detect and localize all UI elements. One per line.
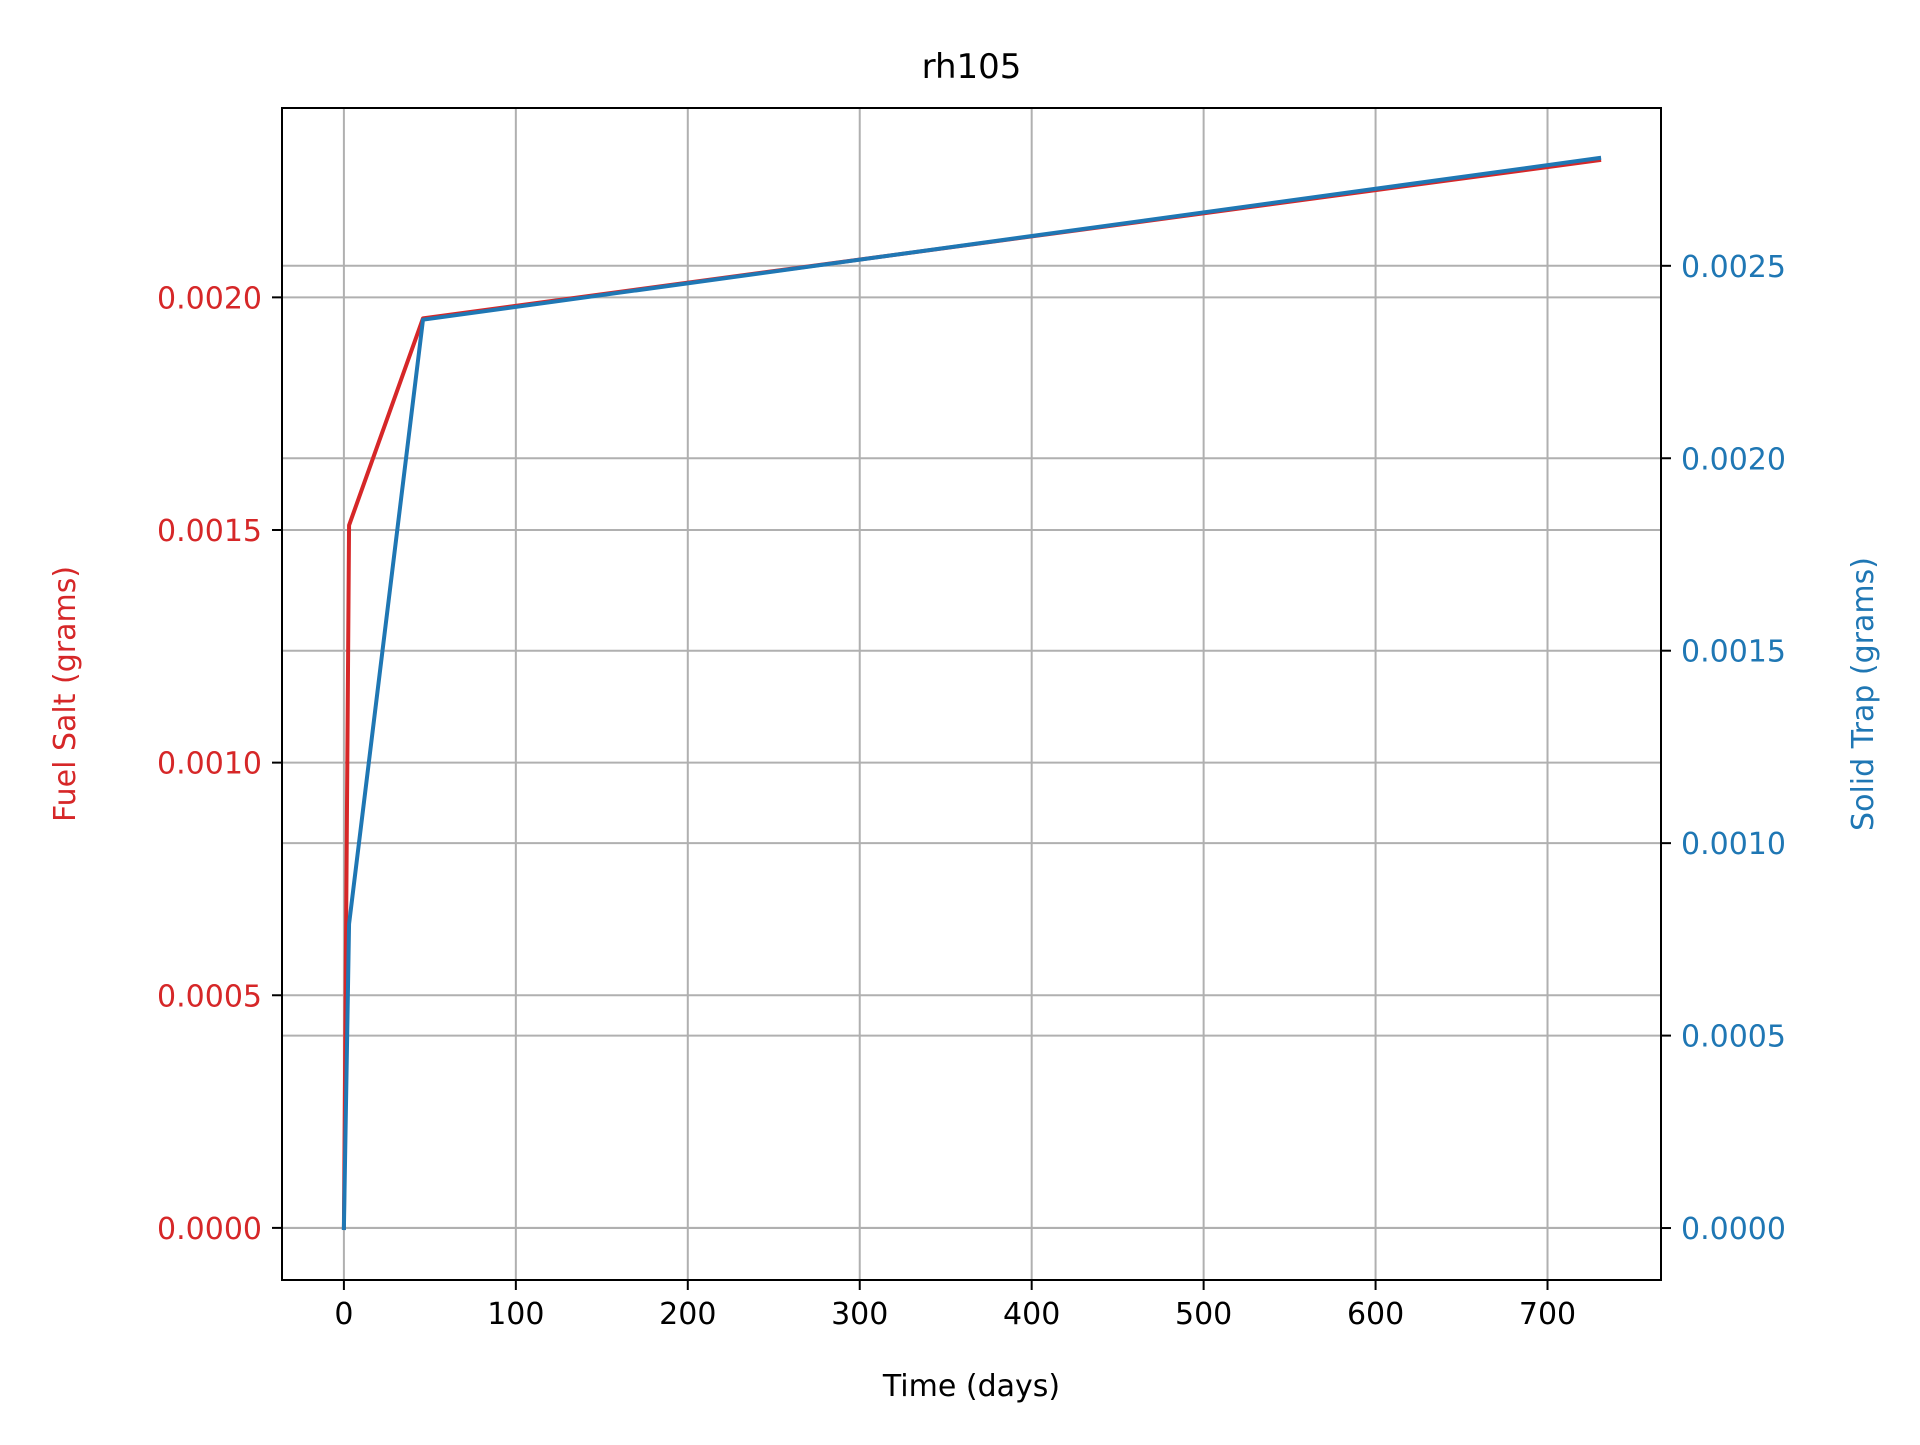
left-y-tick-label: 0.0010 — [157, 747, 262, 782]
x-tick-label: 600 — [1347, 1297, 1404, 1332]
series-lines — [341, 155, 1602, 1231]
x-tick-label: 200 — [659, 1297, 716, 1332]
right-y-tick-label: 0.0005 — [1681, 1020, 1786, 1055]
right-y-tick-label: 0.0000 — [1681, 1212, 1786, 1247]
x-tick-label: 100 — [487, 1297, 544, 1332]
x-tick-label: 400 — [1003, 1297, 1060, 1332]
left-y-tick-label: 0.0005 — [157, 979, 262, 1014]
x-tick-label: 0 — [334, 1297, 353, 1332]
x-tick-label: 500 — [1175, 1297, 1232, 1332]
x-tick-label: 700 — [1519, 1297, 1576, 1332]
x-tick-label: 300 — [831, 1297, 888, 1332]
grid — [282, 108, 1661, 1280]
axes: 0 100 200 300 400 500 600 700 0.0000 0.0005 0.0010… — [157, 250, 1786, 1332]
right-y-tick-label: 0.0015 — [1681, 635, 1786, 670]
left-y-tick-label: 0.0020 — [157, 281, 262, 316]
left-axis-label: Fuel Salt (grams) — [48, 566, 83, 822]
solid-trap-series-line — [341, 155, 1602, 1231]
left-y-tick-label: 0.0000 — [157, 1212, 262, 1247]
right-y-tick-label: 0.0025 — [1681, 250, 1786, 285]
x-axis-label: Time (days) — [882, 1369, 1060, 1404]
right-axis-label: Solid Trap (grams) — [1846, 557, 1881, 831]
right-y-tick-label: 0.0010 — [1681, 827, 1786, 862]
plot-frame — [281, 107, 1662, 1281]
left-y-tick-label: 0.0015 — [157, 514, 262, 549]
right-y-tick-label: 0.0020 — [1681, 442, 1786, 477]
chart-title: rh105 — [922, 47, 1022, 87]
